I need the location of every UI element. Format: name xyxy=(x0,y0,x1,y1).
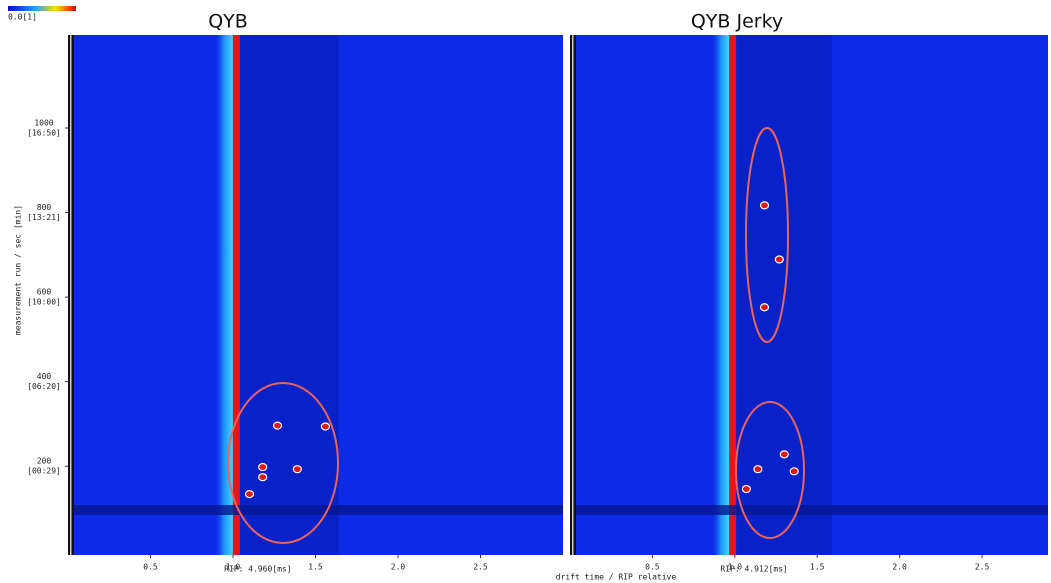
x-tick-label: 2.5 xyxy=(473,563,488,572)
reactant-band xyxy=(68,505,563,515)
peak xyxy=(272,421,283,430)
y-tick-label: 200 xyxy=(37,457,52,466)
y-tick-time: [16:50] xyxy=(27,129,61,138)
peak xyxy=(258,473,268,482)
x-tick-label: 0.5 xyxy=(645,563,660,572)
highlight-ellipse xyxy=(735,401,805,539)
x-tick-label: 1.0 xyxy=(226,563,241,572)
x-tick-label: 2.0 xyxy=(892,563,907,572)
y-tick-time: [10:00] xyxy=(27,298,61,307)
y-tick-time: [00:29] xyxy=(27,467,61,476)
rip-line xyxy=(232,35,240,555)
y-tick-time: [06:20] xyxy=(27,382,61,391)
panels: 0.5 1.0 1.5 2.0 2.5200[00:29]400[06:20]600[1… xyxy=(27,35,1048,574)
y-tick-label: 600 xyxy=(37,288,52,297)
peak xyxy=(753,465,763,474)
y-tick-label: 400 xyxy=(37,372,52,381)
edge-line xyxy=(70,35,72,555)
rip-label: RIP: 4.912[ms] xyxy=(720,565,787,574)
y-tick-time: [13:21] xyxy=(27,213,61,222)
peak xyxy=(258,462,268,472)
peak xyxy=(779,450,789,459)
peak xyxy=(320,422,330,431)
colorbar-label: 0.0[1] xyxy=(8,13,37,22)
panel-title: QYB Jerky xyxy=(691,11,783,33)
x-tick-label: 1.0 xyxy=(728,563,743,572)
x-tick-label: 0.5 xyxy=(143,563,158,572)
highlights xyxy=(227,127,805,544)
rip-glow xyxy=(214,35,234,555)
x-tick-label: 2.0 xyxy=(391,563,406,572)
y-axis-label: measurement run / sec [min] xyxy=(14,205,23,335)
peak xyxy=(741,484,751,494)
panel-title: QYB xyxy=(208,11,248,33)
post-rip-shade xyxy=(239,35,339,555)
peak xyxy=(759,201,770,210)
peak xyxy=(244,490,255,499)
x-tick-label: 2.5 xyxy=(975,563,990,572)
x-axis-label: drift time / RIP relative xyxy=(556,573,677,582)
peak xyxy=(774,255,784,264)
rip-label: RIP: 4.960[ms] xyxy=(224,565,291,574)
reactant-band xyxy=(570,505,1048,515)
peak xyxy=(789,467,799,476)
rip-glow xyxy=(711,35,731,555)
y-tick-label: 800 xyxy=(37,203,52,212)
rip-line xyxy=(729,35,737,555)
peak xyxy=(292,465,302,474)
colorbar xyxy=(8,6,76,11)
edge-line xyxy=(572,35,574,555)
x-tick-label: 1.5 xyxy=(810,563,825,572)
peak xyxy=(759,303,770,312)
highlight-ellipse xyxy=(745,127,789,343)
y-tick-label: 1000 xyxy=(34,119,53,128)
x-tick-label: 1.5 xyxy=(308,563,323,572)
highlight-ellipse xyxy=(227,382,339,544)
